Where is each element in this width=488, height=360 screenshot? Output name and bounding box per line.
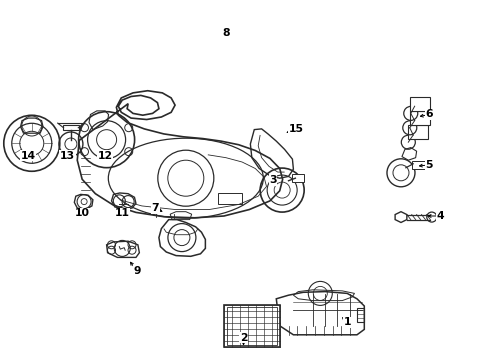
Text: 8: 8 [222, 28, 229, 38]
Text: 5: 5 [425, 160, 432, 170]
Text: 11: 11 [115, 208, 129, 218]
Text: 12: 12 [98, 150, 112, 161]
Bar [411, 161, 425, 169]
Bar [292, 174, 304, 182]
Text: 15: 15 [288, 124, 303, 134]
Text: 1: 1 [343, 317, 350, 327]
Text: 2: 2 [239, 333, 247, 343]
Bar [224, 305, 280, 347]
Bar [226, 307, 277, 345]
Text: 3: 3 [268, 175, 276, 185]
Text: 7: 7 [151, 203, 159, 213]
Bar [409, 96, 429, 111]
Text: 13: 13 [60, 150, 75, 161]
Text: 4: 4 [435, 211, 443, 221]
Text: 9: 9 [133, 266, 141, 276]
Bar [409, 111, 429, 125]
Text: 14: 14 [21, 150, 36, 161]
Bar [407, 125, 427, 139]
Text: 10: 10 [75, 208, 89, 218]
Text: 6: 6 [425, 109, 432, 120]
